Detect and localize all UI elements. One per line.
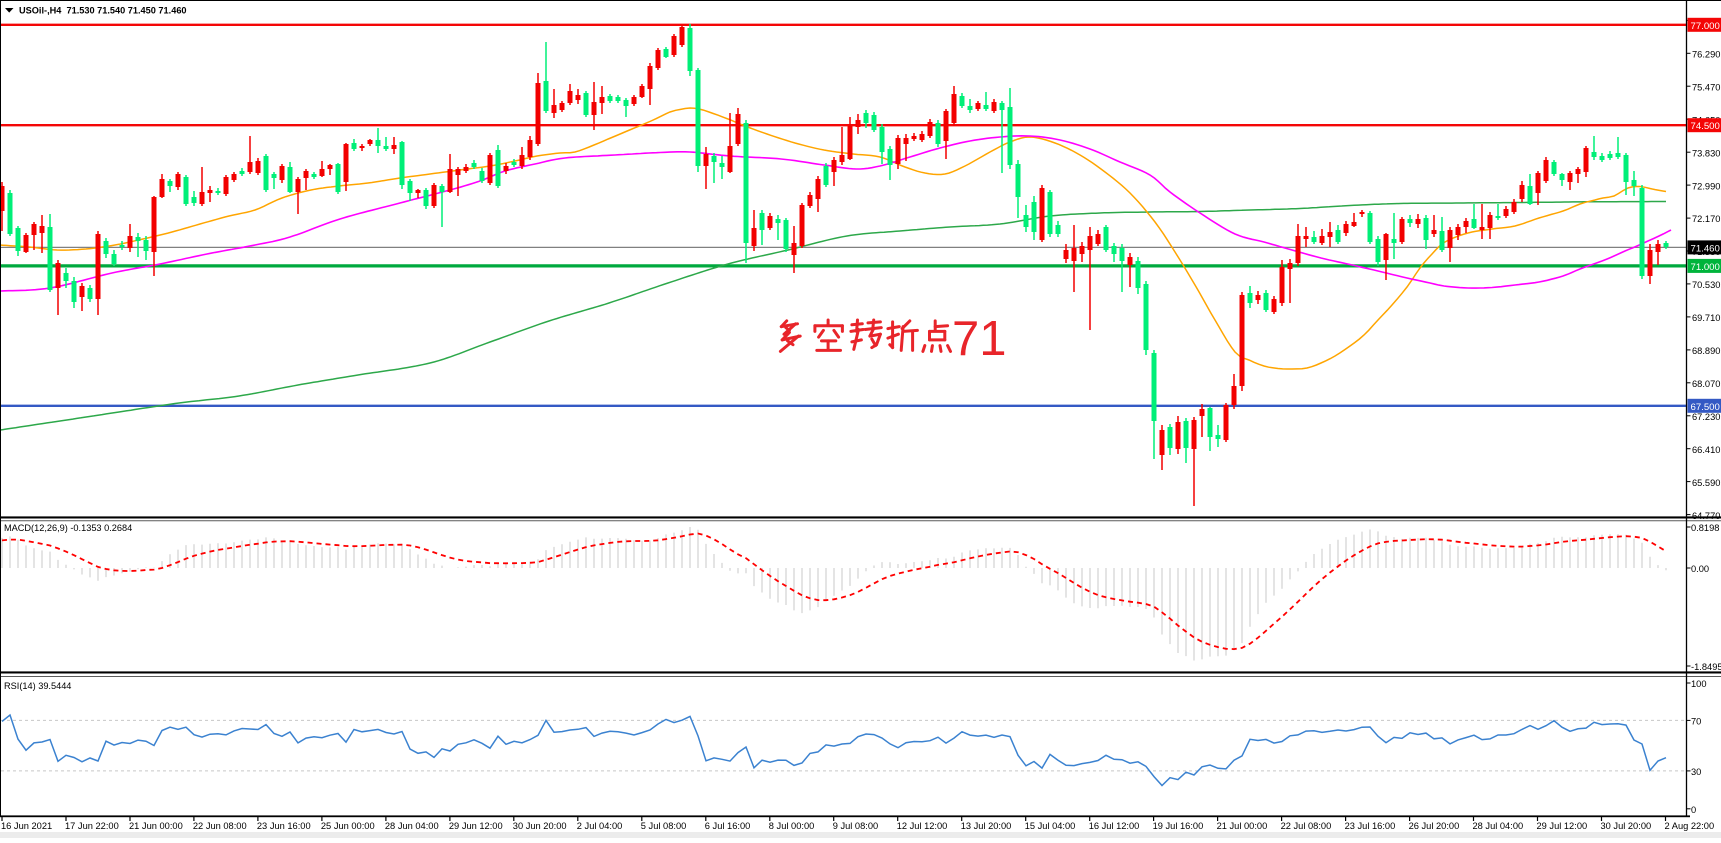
svg-text:0.00: 0.00 [1691,564,1709,574]
svg-text:71.000: 71.000 [1691,262,1720,273]
svg-text:75.470: 75.470 [1692,83,1720,93]
svg-text:25 Jun 00:00: 25 Jun 00:00 [321,821,375,831]
svg-text:71: 71 [952,312,1007,366]
svg-text:70.530: 70.530 [1692,280,1720,290]
svg-text:6 Jul 16:00: 6 Jul 16:00 [705,821,751,831]
svg-text:29 Jul 12:00: 29 Jul 12:00 [1537,821,1588,831]
svg-text:13 Jul 20:00: 13 Jul 20:00 [961,821,1012,831]
svg-text:30: 30 [1691,767,1701,777]
svg-text:68.890: 68.890 [1692,346,1720,356]
svg-text:8 Jul 00:00: 8 Jul 00:00 [769,821,815,831]
svg-text:67.230: 67.230 [1692,412,1720,422]
svg-text:64.770: 64.770 [1692,511,1720,521]
svg-text:28 Jul 04:00: 28 Jul 04:00 [1473,821,1524,831]
svg-text:15 Jul 04:00: 15 Jul 04:00 [1025,821,1076,831]
svg-text:69.710: 69.710 [1692,313,1720,323]
svg-text:65.590: 65.590 [1692,478,1720,488]
svg-text:MACD(12,26,9) -0.1353 0.2684: MACD(12,26,9) -0.1353 0.2684 [4,523,132,533]
svg-text:0.8198: 0.8198 [1691,523,1719,533]
svg-text:29 Jun 12:00: 29 Jun 12:00 [449,821,503,831]
svg-text:22 Jul 08:00: 22 Jul 08:00 [1281,821,1332,831]
svg-text:71.460: 71.460 [1691,243,1720,254]
svg-text:72.170: 72.170 [1692,214,1720,224]
svg-text:73.830: 73.830 [1692,148,1720,158]
svg-text:USOil-,H4 71.530 71.540 71.45: USOil-,H4 71.530 71.540 71.450 71.460 [19,6,187,16]
svg-text:RSI(14) 39.5444: RSI(14) 39.5444 [4,681,71,691]
svg-text:5 Jul 08:00: 5 Jul 08:00 [641,821,687,831]
svg-text:77.000: 77.000 [1691,21,1720,32]
svg-text:21 Jul 00:00: 21 Jul 00:00 [1217,821,1268,831]
svg-text:16 Jun 2021: 16 Jun 2021 [1,821,52,831]
svg-text:22 Jun 08:00: 22 Jun 08:00 [193,821,247,831]
svg-text:2 Jul 04:00: 2 Jul 04:00 [577,821,623,831]
svg-text:2 Aug 22:00: 2 Aug 22:00 [1665,821,1715,831]
svg-text:72.990: 72.990 [1692,181,1720,191]
svg-text:9 Jul 08:00: 9 Jul 08:00 [833,821,879,831]
svg-text:16 Jul 12:00: 16 Jul 12:00 [1089,821,1140,831]
svg-text:28 Jun 04:00: 28 Jun 04:00 [385,821,439,831]
svg-text:30 Jul 20:00: 30 Jul 20:00 [1601,821,1652,831]
svg-text:76.290: 76.290 [1692,50,1720,60]
svg-text:17 Jun 22:00: 17 Jun 22:00 [65,821,119,831]
svg-text:74.500: 74.500 [1691,121,1720,132]
svg-text:21 Jun 00:00: 21 Jun 00:00 [129,821,183,831]
svg-text:70: 70 [1691,717,1701,727]
svg-text:12 Jul 12:00: 12 Jul 12:00 [897,821,948,831]
svg-text:68.070: 68.070 [1692,379,1720,389]
svg-text:-1.8495: -1.8495 [1691,662,1721,672]
svg-text:23 Jul 16:00: 23 Jul 16:00 [1345,821,1396,831]
svg-text:30 Jun 20:00: 30 Jun 20:00 [513,821,567,831]
svg-text:0: 0 [1691,805,1696,815]
svg-text:23 Jun 16:00: 23 Jun 16:00 [257,821,311,831]
svg-text:66.410: 66.410 [1692,445,1720,455]
svg-text:67.500: 67.500 [1691,402,1720,413]
svg-text:26 Jul 20:00: 26 Jul 20:00 [1409,821,1460,831]
svg-text:100: 100 [1691,679,1707,689]
svg-text:19 Jul 16:00: 19 Jul 16:00 [1153,821,1204,831]
